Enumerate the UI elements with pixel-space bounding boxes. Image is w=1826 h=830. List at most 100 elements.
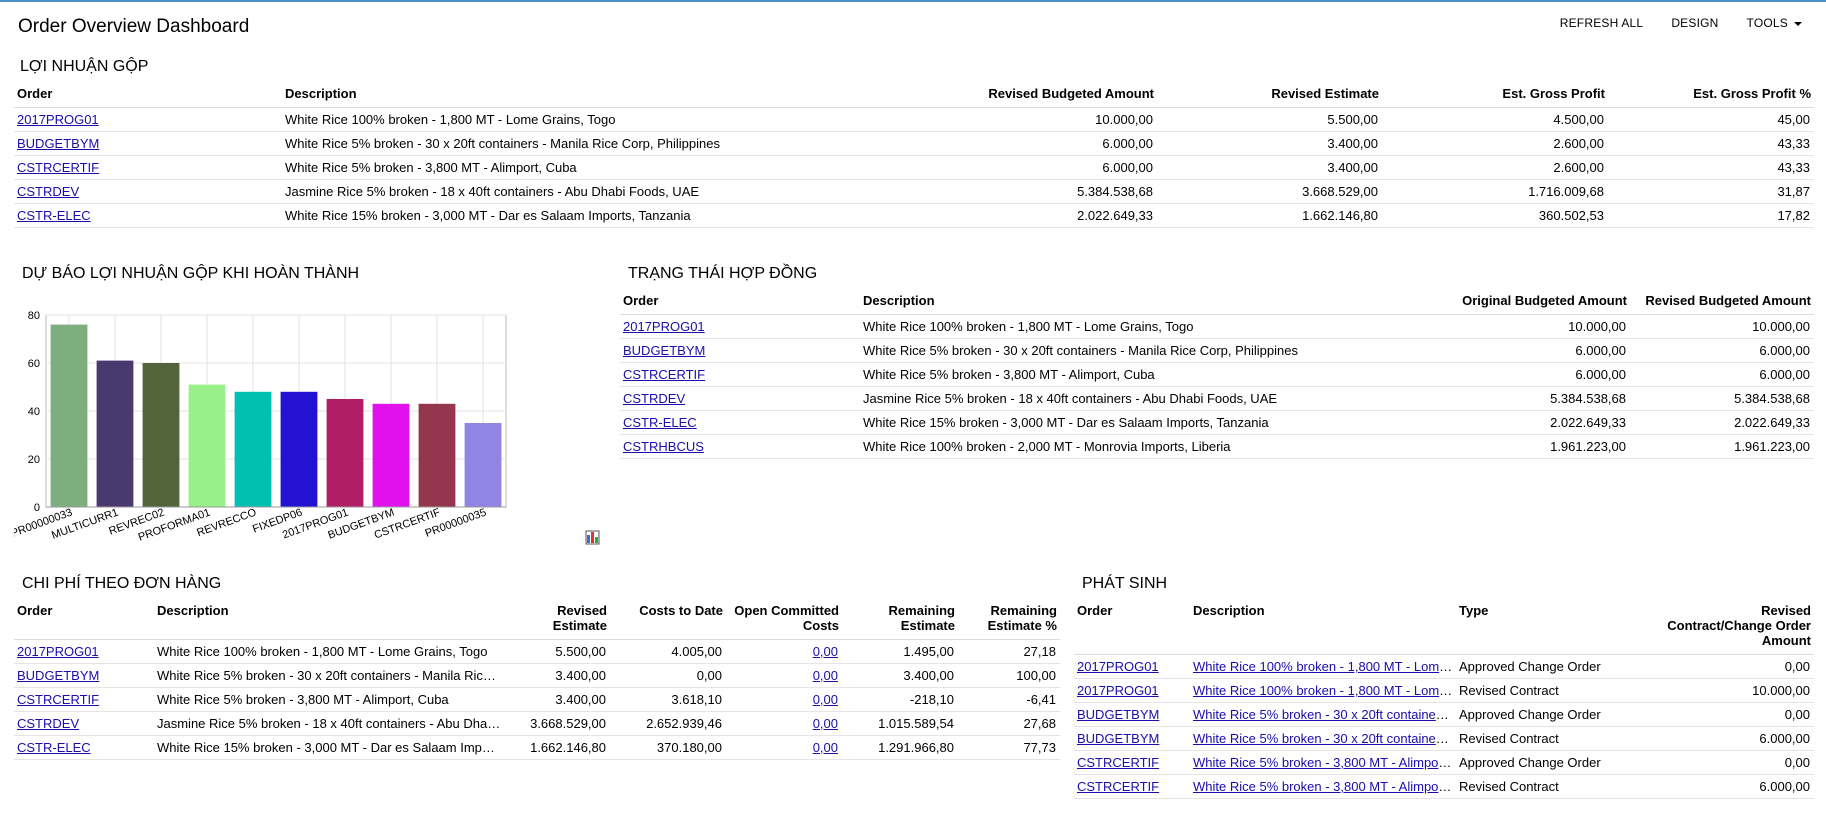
order-link[interactable]: CSTRCERTIF <box>17 160 100 175</box>
table-row[interactable]: BUDGETBYM White Rice 5% broken - 30 x 20f… <box>620 338 1814 363</box>
column-header[interactable]: Revised Budgeted Amount <box>922 82 1157 108</box>
table-row[interactable]: 2017PROG01 White Rice 100% broken - 1,800… <box>1074 678 1814 703</box>
order-link[interactable]: CSTRCERTIF <box>1077 779 1160 794</box>
table-row[interactable]: CSTRDEV Jasmine Rice 5% broken - 18 x 40f… <box>620 386 1814 411</box>
column-header[interactable]: Open Committed Costs <box>726 599 842 640</box>
cell-link[interactable]: 0,00 <box>812 644 838 659</box>
chart-icon[interactable] <box>585 530 600 545</box>
cell-link[interactable]: 0,00 <box>812 716 838 731</box>
column-header[interactable]: Remaining Estimate % <box>958 599 1060 640</box>
cell-link[interactable]: White Rice 5% broken - 30 x 20ft contain… <box>1193 707 1456 722</box>
cell-link[interactable]: White Rice 5% broken - 3,800 MT - Alimpo… <box>1193 755 1456 770</box>
column-header[interactable]: Remaining Estimate <box>842 599 958 640</box>
cell-link[interactable]: White Rice 5% broken - 30 x 20ft contain… <box>1193 731 1456 746</box>
order-link[interactable]: BUDGETBYM <box>1077 707 1160 722</box>
chart-bar[interactable] <box>234 391 272 507</box>
design-button[interactable]: DESIGN <box>1671 16 1719 30</box>
description-cell: White Rice 5% broken - 3,800 MT - Alimpo… <box>282 155 922 180</box>
tools-menu-button[interactable]: TOOLS <box>1733 14 1816 32</box>
table-row[interactable]: 2017PROG01 White Rice 100% broken - 1,800… <box>1074 654 1814 679</box>
table-row[interactable]: CSTR-ELEC White Rice 15% broken - 3,000 M… <box>14 203 1814 228</box>
description-cell: White Rice 100% broken - 2,000 MT - Monr… <box>860 434 1430 459</box>
chart-bar[interactable] <box>96 360 134 507</box>
column-header[interactable]: Revised Estimate <box>504 599 610 640</box>
table-row[interactable]: CSTRHBCUS White Rice 100% broken - 2,000 … <box>620 434 1814 459</box>
chart-bar[interactable] <box>464 423 502 507</box>
order-link[interactable]: 2017PROG01 <box>1077 683 1159 698</box>
order-link[interactable]: CSTR-ELEC <box>17 740 91 755</box>
cell-link[interactable]: White Rice 5% broken - 3,800 MT - Alimpo… <box>1193 779 1456 794</box>
chart-bar[interactable] <box>142 363 180 507</box>
table-row[interactable]: 2017PROG01 White Rice 100% broken - 1,800… <box>620 314 1814 339</box>
order-link[interactable]: CSTRCERTIF <box>1077 755 1160 770</box>
description-cell: White Rice 5% broken - 3,800 MT - Alimpo… <box>1190 750 1456 775</box>
column-header[interactable]: Type <box>1456 599 1662 655</box>
cell-link[interactable]: 0,00 <box>812 692 838 707</box>
column-header[interactable]: Order <box>620 289 860 315</box>
column-header[interactable]: Description <box>1190 599 1456 655</box>
order-link[interactable]: BUDGETBYM <box>623 343 706 358</box>
column-header[interactable]: Original Budgeted Amount <box>1430 289 1630 315</box>
column-header[interactable]: Revised Contract/Change Order Amount <box>1662 599 1814 655</box>
table-row[interactable]: CSTRDEV Jasmine Rice 5% broken - 18 x 40f… <box>14 711 1060 736</box>
column-header[interactable]: Costs to Date <box>610 599 726 640</box>
order-link[interactable]: CSTRDEV <box>17 716 80 731</box>
column-header[interactable]: Order <box>14 82 282 108</box>
table-row[interactable]: CSTRCERTIF White Rice 5% broken - 3,800 M… <box>14 155 1814 180</box>
table-row[interactable]: 2017PROG01 White Rice 100% broken - 1,800… <box>14 107 1814 132</box>
type-cell: Revised Contract <box>1456 774 1662 799</box>
order-link[interactable]: 2017PROG01 <box>623 319 705 334</box>
chart-bar[interactable] <box>280 391 318 507</box>
table-row[interactable]: CSTR-ELEC White Rice 15% broken - 3,000 M… <box>620 410 1814 435</box>
column-header[interactable]: Est. Gross Profit % <box>1608 82 1814 108</box>
cell-link[interactable]: 0,00 <box>812 668 838 683</box>
order-link[interactable]: CSTRCERTIF <box>17 692 100 707</box>
order-link[interactable]: CSTRDEV <box>17 184 80 199</box>
order-link[interactable]: BUDGETBYM <box>17 136 100 151</box>
contract-status-scroll[interactable]: Order Description Original Budgeted Amou… <box>620 289 1814 459</box>
column-header[interactable]: Order <box>14 599 154 640</box>
column-header[interactable]: Revised Budgeted Amount <box>1630 289 1814 315</box>
table-row[interactable]: CSTRCERTIF White Rice 5% broken - 3,800 M… <box>1074 750 1814 775</box>
column-header[interactable]: Description <box>282 82 922 108</box>
table-row[interactable]: BUDGETBYM White Rice 5% broken - 30 x 20f… <box>1074 726 1814 751</box>
order-link[interactable]: BUDGETBYM <box>17 668 100 683</box>
table-cell: 77,73 <box>958 735 1060 760</box>
table-row[interactable]: CSTRCERTIF White Rice 5% broken - 3,800 M… <box>1074 774 1814 799</box>
table-row[interactable]: BUDGETBYM White Rice 5% broken - 30 x 20f… <box>14 131 1814 156</box>
chart-bar[interactable] <box>326 399 364 507</box>
order-link[interactable]: CSTRCERTIF <box>623 367 706 382</box>
cell-link[interactable]: 0,00 <box>812 740 838 755</box>
column-header[interactable]: Est. Gross Profit <box>1382 82 1608 108</box>
order-link[interactable]: CSTR-ELEC <box>623 415 697 430</box>
table-cell: 6.000,00 <box>1662 726 1814 751</box>
chart-bar[interactable] <box>418 403 456 507</box>
cell-link[interactable]: White Rice 100% broken - 1,800 MT - Lome… <box>1193 683 1456 698</box>
table-row[interactable]: CSTRDEV Jasmine Rice 5% broken - 18 x 40f… <box>14 179 1814 204</box>
y-tick-label: 20 <box>28 454 40 466</box>
table-row[interactable]: BUDGETBYM White Rice 5% broken - 30 x 20f… <box>14 663 1060 688</box>
table-row[interactable]: 2017PROG01 White Rice 100% broken - 1,800… <box>14 639 1060 664</box>
cell-link[interactable]: White Rice 100% broken - 1,800 MT - Lome… <box>1193 659 1456 674</box>
table-row[interactable]: BUDGETBYM White Rice 5% broken - 30 x 20f… <box>1074 702 1814 727</box>
table-row[interactable]: CSTRCERTIF White Rice 5% broken - 3,800 M… <box>620 362 1814 387</box>
chart-bar[interactable] <box>188 384 226 507</box>
order-link[interactable]: 2017PROG01 <box>1077 659 1159 674</box>
open-committed-cell: 0,00 <box>726 687 842 712</box>
order-link[interactable]: 2017PROG01 <box>17 112 99 127</box>
chart-bar[interactable] <box>372 403 410 507</box>
column-header[interactable]: Description <box>860 289 1430 315</box>
column-header[interactable]: Description <box>154 599 504 640</box>
chart-bar[interactable] <box>50 324 88 507</box>
order-link[interactable]: 2017PROG01 <box>17 644 99 659</box>
table-row[interactable]: CSTR-ELEC White Rice 15% broken - 3,000 M… <box>14 735 1060 760</box>
order-link[interactable]: CSTRHBCUS <box>623 439 704 454</box>
table-cell: 3.618,10 <box>610 687 726 712</box>
order-link[interactable]: CSTR-ELEC <box>17 208 91 223</box>
order-link[interactable]: BUDGETBYM <box>1077 731 1160 746</box>
order-link[interactable]: CSTRDEV <box>623 391 686 406</box>
column-header[interactable]: Order <box>1074 599 1190 655</box>
column-header[interactable]: Revised Estimate <box>1157 82 1382 108</box>
refresh-all-button[interactable]: REFRESH ALL <box>1559 16 1644 30</box>
table-row[interactable]: CSTRCERTIF White Rice 5% broken - 3,800 M… <box>14 687 1060 712</box>
